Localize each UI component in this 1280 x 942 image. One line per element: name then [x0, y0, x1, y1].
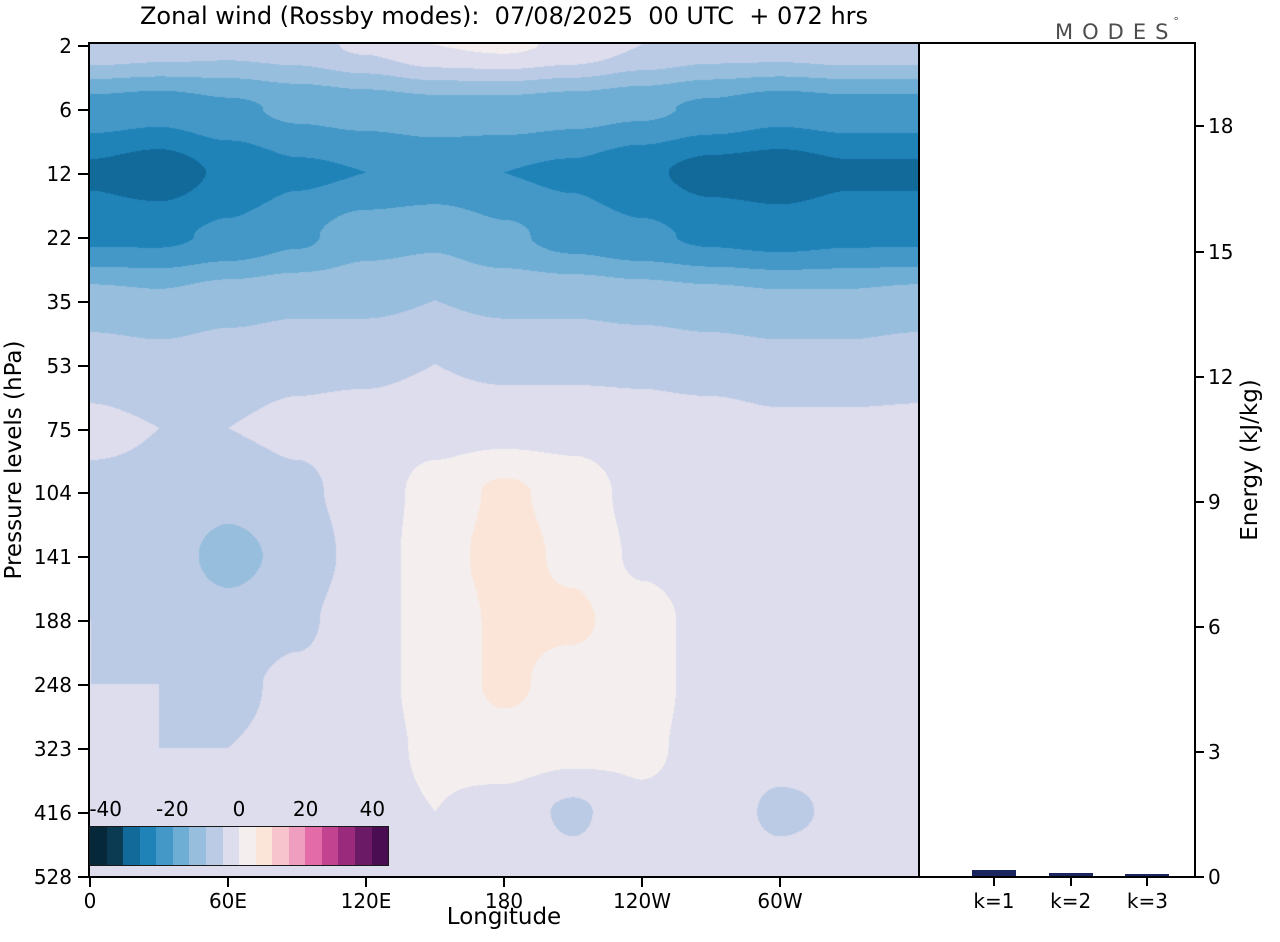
energy-tick-label: 15: [1208, 239, 1234, 264]
pressure-tick-label: 22: [46, 225, 72, 250]
pressure-tick-label: 528: [33, 865, 72, 889]
colorbar-swatch-7: [205, 827, 223, 865]
degree-mark: °: [1173, 15, 1179, 28]
pressure-tick-mark: [78, 684, 88, 687]
pressure-tick-mark: [78, 108, 88, 111]
longitude-tick-mark: [503, 878, 505, 887]
energy-tick-mark: [1196, 125, 1204, 128]
colorbar-swatch-5: [172, 827, 190, 865]
k-tick-label: k=3: [1126, 889, 1168, 913]
colorbar-swatch-17: [371, 827, 389, 865]
zonal-wind-contour-canvas: [90, 44, 918, 876]
colorbar-swatch-16: [355, 827, 372, 865]
colorbar-swatch-2: [123, 827, 140, 865]
colorbar-swatch-1: [106, 827, 124, 865]
colorbar-swatch-6: [189, 827, 206, 865]
energy-tick-mark: [1196, 750, 1204, 753]
pressure-tick-label: 416: [33, 801, 72, 826]
colorbar-swatch-10: [255, 827, 273, 865]
longitude-tick-mark: [89, 878, 91, 887]
k-tick-mark: [992, 878, 995, 886]
colorbar-tick-label: 20: [292, 797, 319, 821]
energy-tick-label: 6: [1208, 614, 1221, 639]
pressure-tick-mark: [78, 556, 88, 559]
pressure-tick-mark: [78, 172, 88, 175]
longitude-tick-mark: [779, 878, 781, 887]
energy-tick-mark: [1196, 625, 1204, 628]
energy-bar-panel: [918, 42, 1196, 878]
colorbar-swatch-8: [222, 827, 240, 865]
modes-logo: MODES°: [1055, 15, 1183, 44]
x-axis-label-longitude: Longitude: [446, 904, 562, 930]
pressure-tick-label: 248: [33, 673, 72, 698]
energy-bar-k1: [971, 870, 1016, 876]
main-contour-plot: [88, 42, 920, 878]
energy-tick-mark: [1196, 375, 1204, 378]
pressure-tick-mark: [78, 620, 88, 623]
pressure-tick-mark: [78, 876, 88, 878]
longitude-tick-mark: [227, 878, 229, 887]
longitude-tick-mark: [641, 878, 643, 887]
pressure-tick-label: 6: [59, 97, 72, 122]
pressure-tick-mark: [78, 748, 88, 751]
colorbar-tick-label: -40: [89, 797, 122, 821]
pressure-tick-mark: [78, 300, 88, 303]
colorbar-tick-labels: -40 -20 0 20 40: [89, 797, 389, 826]
pressure-tick-mark: [78, 364, 88, 367]
colorbar-tick-label: -20: [155, 797, 189, 821]
pressure-tick-label: 12: [46, 161, 72, 186]
energy-tick-label: 12: [1208, 364, 1234, 389]
colorbar-swatch-0: [90, 827, 107, 865]
energy-bar-k3: [1125, 874, 1170, 876]
energy-tick-label: 0: [1208, 865, 1221, 889]
pressure-tick-mark: [78, 236, 88, 239]
colorbar-swatch-13: [305, 827, 322, 865]
longitude-tick-mark: [365, 878, 367, 887]
colorbar-swatch-11: [272, 827, 289, 865]
k-tick-mark: [1069, 878, 1072, 886]
pressure-tick-mark: [78, 492, 88, 495]
colorbar-swatch-4: [156, 827, 173, 865]
pressure-tick-label: 323: [33, 737, 72, 762]
colorbar-swatch-14: [321, 827, 339, 865]
colorbar-swatch-12: [288, 827, 306, 865]
colorbar-tick-label: 40: [359, 797, 386, 821]
modes-logo-text: MODES: [1055, 20, 1178, 44]
colorbar-swatch-3: [139, 827, 157, 865]
colorbar-swatch-15: [338, 827, 355, 865]
pressure-tick-mark: [78, 45, 88, 47]
colorbar-tick-label: 0: [232, 797, 246, 821]
energy-tick-mark: [1196, 250, 1204, 253]
chart-title: Zonal wind (Rossby modes): 07/08/2025 00…: [139, 2, 869, 30]
pressure-tick-mark: [78, 428, 88, 431]
energy-tick-label: 18: [1208, 114, 1234, 139]
k-tick-label: k=2: [1050, 889, 1092, 913]
energy-tick-label: 3: [1208, 739, 1221, 764]
colorbar-swatch-9: [239, 827, 256, 865]
k-tick-label: k=1: [973, 889, 1015, 913]
k-tick-mark: [1146, 878, 1149, 886]
y-axis-label-energy: Energy (kJ/kg): [1237, 379, 1263, 541]
energy-tick-mark: [1196, 876, 1204, 878]
energy-bar-k2: [1048, 873, 1093, 876]
energy-tick-label: 9: [1208, 489, 1221, 514]
energy-tick-mark: [1196, 500, 1204, 503]
colorbar-swatches: [89, 826, 389, 866]
pressure-tick-label: 2: [59, 34, 72, 58]
y-axis-label-pressure: Pressure levels (hPa): [1, 340, 27, 580]
colorbar: -40 -20 0 20 40: [89, 797, 389, 866]
